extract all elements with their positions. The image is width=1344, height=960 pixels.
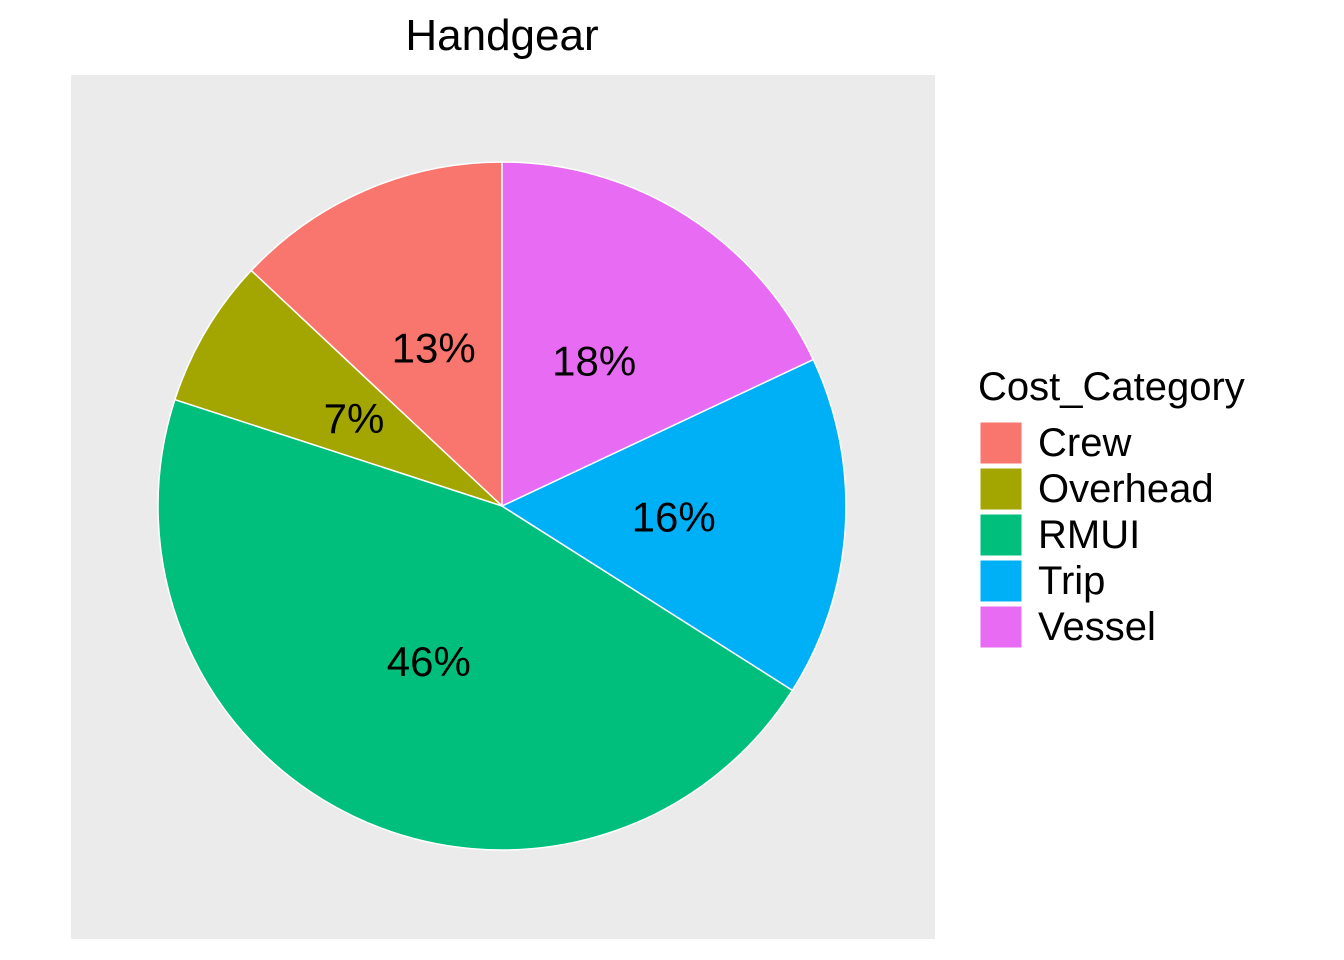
pie-slices [157, 161, 847, 851]
legend-label-vessel: Vessel [1038, 605, 1156, 649]
slice-label-rmui: 46% [387, 638, 471, 685]
legend-label-trip: Trip [1038, 559, 1105, 603]
pie-slice-trip [500, 358, 847, 692]
legend-label-overhead: Overhead [1038, 467, 1214, 511]
legend-swatch-crew [979, 421, 1023, 465]
legend-swatch-trip [979, 559, 1023, 603]
pie-slice-labels: 13%7% 46% 16% 18% [324, 325, 716, 685]
legend-title: Cost_Category [978, 365, 1245, 409]
pie-slice-vessel [501, 161, 815, 508]
legend-swatch-overhead [979, 467, 1023, 511]
slice-label-crew: 13% [392, 325, 476, 372]
legend-label-rmui: RMUI [1038, 513, 1140, 557]
legend-label-crew: Crew [1038, 421, 1131, 465]
slice-label-vessel: 18% [552, 337, 636, 384]
slice-label-trip: 16% [632, 493, 716, 540]
legend-swatch-rmui [979, 513, 1023, 557]
legend-swatch-vessel [979, 605, 1023, 649]
pie-slice-crew [250, 161, 503, 508]
chart-title: Handgear [405, 11, 598, 60]
slice-label-overhead: 7% [324, 395, 385, 442]
pie-slice-rmui [157, 398, 794, 851]
pie-slice-overhead [173, 269, 503, 507]
